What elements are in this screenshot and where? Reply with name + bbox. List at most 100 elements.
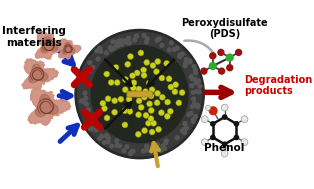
Circle shape bbox=[91, 46, 188, 143]
Circle shape bbox=[106, 140, 110, 144]
Circle shape bbox=[101, 105, 107, 112]
Circle shape bbox=[80, 99, 84, 103]
Circle shape bbox=[191, 105, 194, 109]
Circle shape bbox=[145, 120, 151, 126]
Circle shape bbox=[176, 136, 179, 140]
Circle shape bbox=[241, 139, 248, 146]
Circle shape bbox=[201, 116, 208, 122]
Circle shape bbox=[159, 94, 165, 100]
Circle shape bbox=[127, 53, 133, 60]
Circle shape bbox=[188, 59, 192, 63]
Circle shape bbox=[108, 80, 114, 85]
Circle shape bbox=[182, 128, 186, 132]
Circle shape bbox=[226, 54, 233, 61]
Circle shape bbox=[150, 63, 156, 68]
Circle shape bbox=[205, 105, 211, 110]
Circle shape bbox=[114, 80, 120, 86]
Circle shape bbox=[120, 43, 124, 46]
Circle shape bbox=[82, 110, 86, 114]
Circle shape bbox=[189, 75, 193, 79]
Circle shape bbox=[192, 65, 196, 68]
Polygon shape bbox=[41, 36, 57, 53]
Circle shape bbox=[236, 50, 241, 55]
Circle shape bbox=[118, 96, 124, 102]
Circle shape bbox=[187, 113, 191, 117]
Polygon shape bbox=[29, 64, 48, 83]
Circle shape bbox=[84, 102, 88, 106]
Circle shape bbox=[116, 40, 120, 43]
Circle shape bbox=[183, 64, 187, 68]
Circle shape bbox=[130, 73, 136, 79]
Circle shape bbox=[183, 129, 187, 132]
Circle shape bbox=[88, 61, 92, 64]
Circle shape bbox=[141, 67, 147, 73]
Circle shape bbox=[94, 121, 98, 125]
Text: Phenol: Phenol bbox=[204, 143, 245, 153]
Circle shape bbox=[136, 112, 142, 118]
Circle shape bbox=[164, 113, 170, 119]
Circle shape bbox=[145, 144, 149, 148]
Circle shape bbox=[88, 119, 91, 122]
Circle shape bbox=[133, 38, 136, 42]
Circle shape bbox=[234, 135, 239, 139]
Circle shape bbox=[165, 99, 171, 105]
Circle shape bbox=[154, 90, 160, 96]
Polygon shape bbox=[58, 39, 81, 59]
Circle shape bbox=[223, 142, 227, 146]
Polygon shape bbox=[22, 59, 59, 91]
Circle shape bbox=[138, 50, 144, 56]
Circle shape bbox=[179, 90, 185, 96]
Circle shape bbox=[115, 143, 119, 147]
Circle shape bbox=[96, 57, 100, 61]
Circle shape bbox=[170, 41, 173, 45]
Circle shape bbox=[167, 108, 173, 114]
Circle shape bbox=[147, 101, 153, 107]
Circle shape bbox=[142, 128, 148, 134]
Circle shape bbox=[116, 44, 120, 48]
Circle shape bbox=[91, 65, 95, 69]
Circle shape bbox=[105, 96, 111, 102]
Circle shape bbox=[194, 81, 198, 85]
Circle shape bbox=[198, 84, 202, 88]
Circle shape bbox=[125, 40, 128, 44]
Circle shape bbox=[83, 100, 86, 104]
Circle shape bbox=[196, 103, 199, 107]
Circle shape bbox=[128, 41, 132, 45]
Circle shape bbox=[130, 85, 136, 91]
Circle shape bbox=[175, 46, 179, 50]
FancyArrowPatch shape bbox=[184, 41, 216, 56]
Circle shape bbox=[119, 39, 122, 43]
Circle shape bbox=[210, 53, 216, 59]
Circle shape bbox=[194, 90, 198, 94]
Circle shape bbox=[234, 122, 239, 126]
Circle shape bbox=[106, 136, 110, 140]
Circle shape bbox=[141, 72, 147, 78]
Circle shape bbox=[91, 127, 95, 131]
Circle shape bbox=[201, 68, 207, 74]
Circle shape bbox=[191, 77, 194, 81]
Circle shape bbox=[127, 41, 130, 45]
Text: Peroxydisulfate
(PDS): Peroxydisulfate (PDS) bbox=[181, 18, 268, 39]
Circle shape bbox=[209, 107, 217, 115]
Circle shape bbox=[142, 34, 146, 37]
Circle shape bbox=[105, 135, 109, 138]
Circle shape bbox=[122, 108, 128, 114]
Circle shape bbox=[122, 77, 128, 82]
Circle shape bbox=[118, 144, 122, 148]
Circle shape bbox=[159, 110, 165, 116]
Circle shape bbox=[155, 59, 161, 64]
Circle shape bbox=[95, 49, 99, 53]
Polygon shape bbox=[63, 43, 75, 54]
Circle shape bbox=[145, 145, 149, 149]
Circle shape bbox=[110, 144, 114, 148]
Circle shape bbox=[197, 90, 201, 94]
Circle shape bbox=[116, 40, 119, 44]
Circle shape bbox=[154, 100, 160, 106]
Circle shape bbox=[221, 150, 228, 157]
Circle shape bbox=[161, 144, 165, 148]
Circle shape bbox=[223, 115, 227, 119]
Circle shape bbox=[105, 135, 109, 138]
Circle shape bbox=[136, 98, 142, 104]
Circle shape bbox=[160, 43, 164, 47]
Circle shape bbox=[178, 55, 181, 58]
